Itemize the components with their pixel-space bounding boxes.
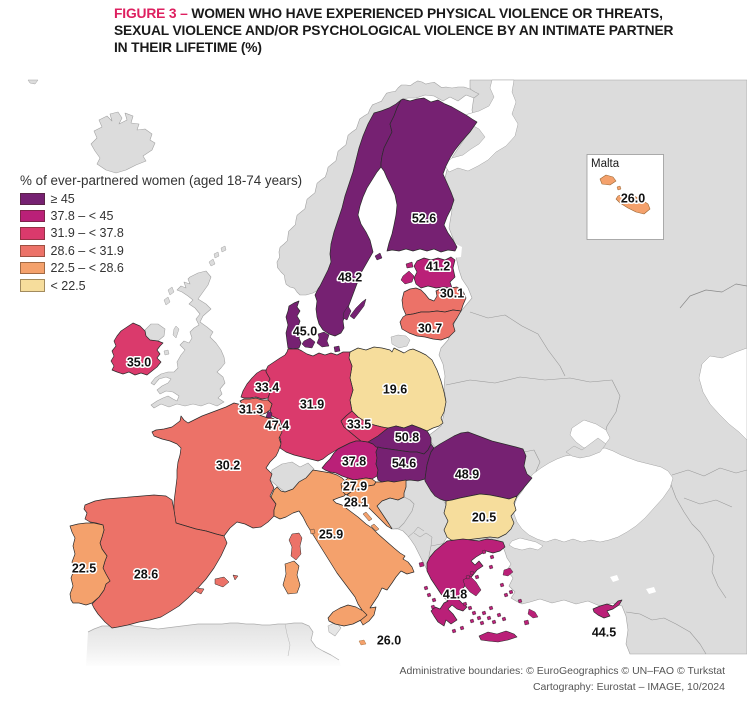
svg-text:35.0: 35.0 <box>127 356 151 370</box>
svg-text:26.0: 26.0 <box>377 634 401 648</box>
svg-text:30.1: 30.1 <box>440 287 464 301</box>
svg-text:19.6: 19.6 <box>383 383 407 397</box>
svg-text:30.7: 30.7 <box>418 322 442 336</box>
svg-text:20.5: 20.5 <box>472 511 496 525</box>
svg-text:48.2: 48.2 <box>338 271 362 285</box>
svg-text:25.9: 25.9 <box>319 528 343 542</box>
svg-text:45.0: 45.0 <box>293 325 317 339</box>
svg-text:33.4: 33.4 <box>255 381 279 395</box>
svg-text:28.6: 28.6 <box>134 568 158 582</box>
svg-text:27.9: 27.9 <box>343 480 367 494</box>
svg-text:26.0: 26.0 <box>621 192 645 206</box>
svg-text:54.6: 54.6 <box>392 457 416 471</box>
svg-text:31.3: 31.3 <box>239 403 263 417</box>
svg-text:41.2: 41.2 <box>426 260 450 274</box>
svg-text:28.1: 28.1 <box>344 496 368 510</box>
svg-text:48.9: 48.9 <box>455 468 479 482</box>
svg-text:30.2: 30.2 <box>216 459 240 473</box>
svg-text:52.6: 52.6 <box>412 212 436 226</box>
svg-text:41.8: 41.8 <box>443 588 467 602</box>
svg-text:47.4: 47.4 <box>265 419 289 433</box>
svg-text:37.8: 37.8 <box>342 455 366 469</box>
svg-text:33.5: 33.5 <box>347 418 371 432</box>
svg-text:Malta: Malta <box>591 158 620 170</box>
svg-text:44.5: 44.5 <box>592 626 616 640</box>
svg-text:31.9: 31.9 <box>300 398 324 412</box>
svg-text:50.8: 50.8 <box>395 431 419 445</box>
svg-text:22.5: 22.5 <box>72 562 96 576</box>
